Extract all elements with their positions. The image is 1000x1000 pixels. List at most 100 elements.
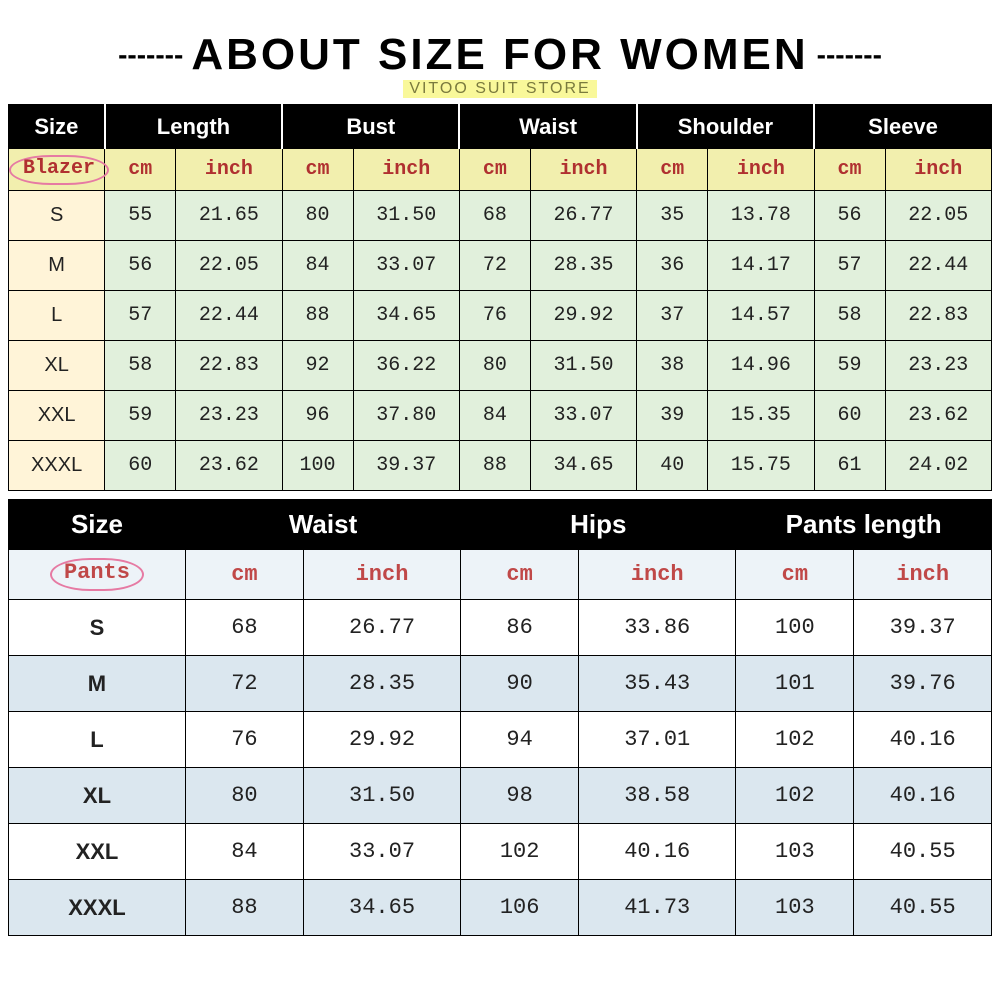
- value-cell: 103: [736, 824, 854, 880]
- unit-cm: cm: [282, 149, 353, 191]
- value-cell: 60: [105, 441, 176, 491]
- col-waist: Waist: [459, 105, 636, 149]
- value-cell: 102: [736, 712, 854, 768]
- value-cell: 35: [637, 191, 708, 241]
- table-row: XXL8433.0710240.1610340.55: [9, 824, 992, 880]
- value-cell: 84: [185, 824, 303, 880]
- value-cell: 31.50: [353, 191, 459, 241]
- value-cell: 37: [637, 291, 708, 341]
- value-cell: 86: [461, 600, 579, 656]
- value-cell: 22.83: [176, 341, 282, 391]
- unit-cm: cm: [736, 550, 854, 600]
- col-hips: Hips: [461, 500, 736, 550]
- value-cell: 40.16: [854, 712, 992, 768]
- value-cell: 88: [282, 291, 353, 341]
- value-cell: 26.77: [530, 191, 636, 241]
- table-row: L5722.448834.657629.923714.575822.83: [9, 291, 992, 341]
- table-row: XXL5923.239637.808433.073915.356023.62: [9, 391, 992, 441]
- value-cell: 22.05: [176, 241, 282, 291]
- value-cell: 23.62: [885, 391, 992, 441]
- unit-cm: cm: [814, 149, 885, 191]
- value-cell: 14.96: [708, 341, 814, 391]
- value-cell: 94: [461, 712, 579, 768]
- value-cell: 57: [105, 291, 176, 341]
- value-cell: 37.80: [353, 391, 459, 441]
- table-row: L7629.929437.0110240.16: [9, 712, 992, 768]
- pants-label: Pants: [9, 550, 186, 600]
- value-cell: 60: [814, 391, 885, 441]
- unit-inch: inch: [885, 149, 992, 191]
- value-cell: 31.50: [530, 341, 636, 391]
- col-size: Size: [9, 500, 186, 550]
- value-cell: 26.77: [303, 600, 460, 656]
- value-cell: 57: [814, 241, 885, 291]
- unit-inch: inch: [530, 149, 636, 191]
- dash-right: -------: [817, 39, 882, 71]
- value-cell: 41.73: [579, 880, 736, 936]
- value-cell: 33.86: [579, 600, 736, 656]
- value-cell: 22.05: [885, 191, 992, 241]
- pants-table: SizeWaistHipsPants lengthPantscminchcmin…: [8, 499, 992, 936]
- size-cell: S: [9, 191, 105, 241]
- size-cell: L: [9, 712, 186, 768]
- value-cell: 80: [185, 768, 303, 824]
- value-cell: 68: [185, 600, 303, 656]
- value-cell: 96: [282, 391, 353, 441]
- unit-inch: inch: [303, 550, 460, 600]
- value-cell: 23.23: [885, 341, 992, 391]
- col-bust: Bust: [282, 105, 459, 149]
- value-cell: 21.65: [176, 191, 282, 241]
- value-cell: 39.37: [353, 441, 459, 491]
- table-row: S5521.658031.506826.773513.785622.05: [9, 191, 992, 241]
- value-cell: 35.43: [579, 656, 736, 712]
- value-cell: 102: [461, 824, 579, 880]
- blazer-table: SizeLengthBustWaistShoulderSleeveBlazerc…: [8, 104, 992, 491]
- value-cell: 33.07: [303, 824, 460, 880]
- table-row: XXXL8834.6510641.7310340.55: [9, 880, 992, 936]
- value-cell: 55: [105, 191, 176, 241]
- table-row: XL8031.509838.5810240.16: [9, 768, 992, 824]
- value-cell: 23.62: [176, 441, 282, 491]
- value-cell: 40.16: [579, 824, 736, 880]
- value-cell: 22.44: [176, 291, 282, 341]
- blazer-label: Blazer: [9, 149, 105, 191]
- unit-inch: inch: [176, 149, 282, 191]
- value-cell: 33.07: [530, 391, 636, 441]
- size-cell: XXXL: [9, 880, 186, 936]
- value-cell: 39.76: [854, 656, 992, 712]
- value-cell: 68: [459, 191, 530, 241]
- value-cell: 29.92: [303, 712, 460, 768]
- value-cell: 100: [736, 600, 854, 656]
- unit-cm: cm: [185, 550, 303, 600]
- col-sleeve: Sleeve: [814, 105, 991, 149]
- value-cell: 34.65: [353, 291, 459, 341]
- value-cell: 84: [459, 391, 530, 441]
- page-subtitle: VITOO SUIT STORE: [403, 80, 596, 98]
- value-cell: 22.44: [885, 241, 992, 291]
- value-cell: 39.37: [854, 600, 992, 656]
- value-cell: 14.17: [708, 241, 814, 291]
- value-cell: 90: [461, 656, 579, 712]
- size-cell: S: [9, 600, 186, 656]
- value-cell: 88: [185, 880, 303, 936]
- unit-inch: inch: [579, 550, 736, 600]
- value-cell: 59: [814, 341, 885, 391]
- subtitle-wrap: VITOO SUIT STORE: [8, 80, 992, 98]
- table-row: XXXL6023.6210039.378834.654015.756124.02: [9, 441, 992, 491]
- value-cell: 40: [637, 441, 708, 491]
- value-cell: 24.02: [885, 441, 992, 491]
- page-title: ABOUT SIZE FOR WOMEN: [191, 30, 808, 80]
- value-cell: 80: [459, 341, 530, 391]
- value-cell: 76: [459, 291, 530, 341]
- value-cell: 106: [461, 880, 579, 936]
- value-cell: 92: [282, 341, 353, 391]
- size-cell: XXL: [9, 391, 105, 441]
- table-row: XL5822.839236.228031.503814.965923.23: [9, 341, 992, 391]
- col-shoulder: Shoulder: [637, 105, 814, 149]
- value-cell: 15.35: [708, 391, 814, 441]
- unit-inch: inch: [353, 149, 459, 191]
- unit-cm: cm: [637, 149, 708, 191]
- size-cell: L: [9, 291, 105, 341]
- value-cell: 33.07: [353, 241, 459, 291]
- value-cell: 39: [637, 391, 708, 441]
